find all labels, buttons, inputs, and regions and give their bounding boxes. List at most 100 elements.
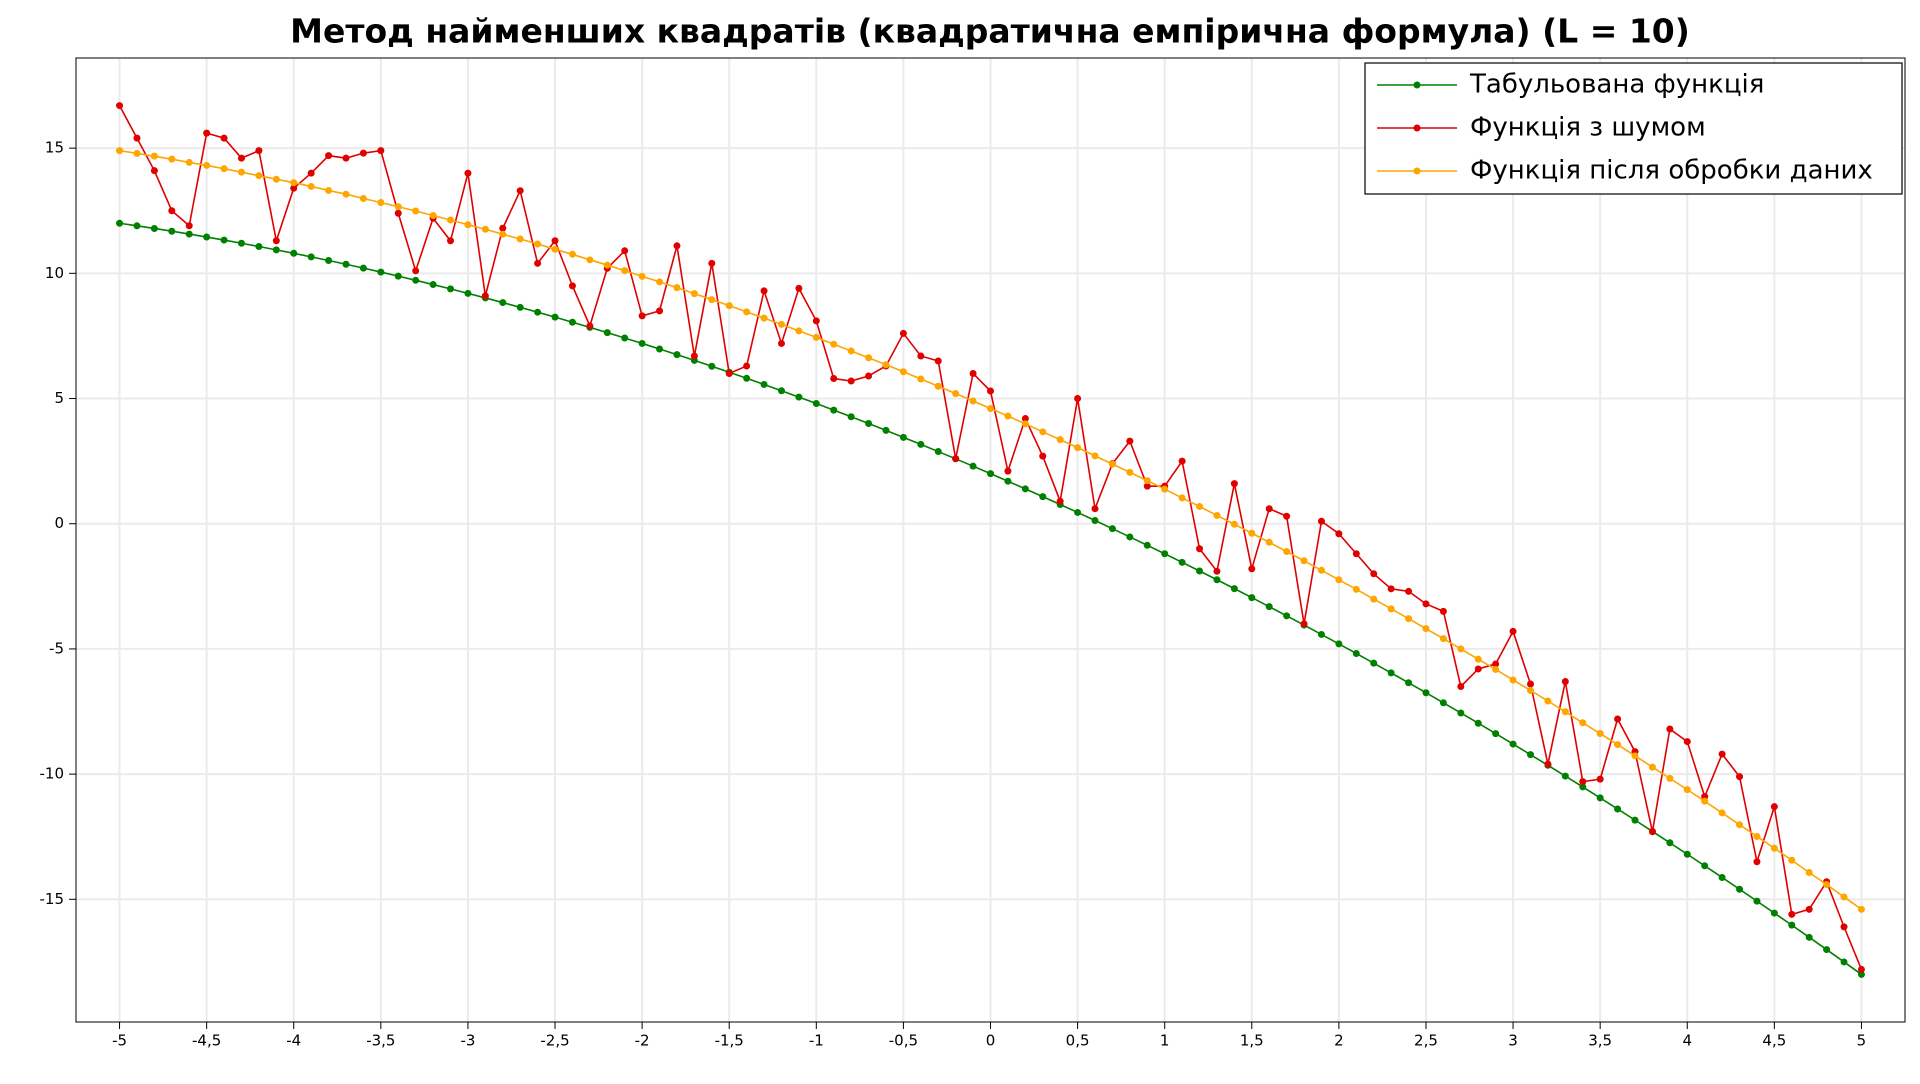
data-point — [1648, 828, 1656, 836]
data-point — [917, 352, 925, 360]
data-point — [1683, 850, 1691, 858]
data-point — [1196, 567, 1204, 575]
data-point — [1857, 970, 1865, 978]
data-point — [534, 308, 542, 316]
data-point — [1648, 763, 1656, 771]
data-point — [1596, 730, 1604, 738]
data-point — [1492, 660, 1500, 668]
data-point — [760, 380, 768, 388]
data-point — [307, 169, 315, 177]
data-point — [516, 187, 524, 195]
data-point — [1492, 730, 1500, 738]
data-point — [708, 296, 716, 304]
data-point — [1387, 585, 1395, 593]
data-point — [1370, 595, 1378, 603]
data-point — [1108, 525, 1116, 533]
data-point — [237, 239, 245, 247]
data-point — [1370, 659, 1378, 667]
data-point — [1526, 686, 1534, 694]
data-point — [255, 172, 263, 180]
x-tick-label: -0,5 — [889, 1032, 918, 1050]
data-point — [795, 284, 803, 292]
data-point — [1213, 511, 1221, 519]
data-point — [899, 329, 907, 337]
data-point — [882, 426, 890, 434]
x-tick-label: 2,5 — [1414, 1032, 1438, 1050]
data-point — [551, 245, 559, 253]
data-point — [969, 462, 977, 470]
data-point — [481, 292, 489, 300]
data-point — [150, 224, 158, 232]
y-tick-label: 5 — [54, 389, 64, 407]
data-point — [1143, 482, 1151, 490]
data-point — [1753, 897, 1761, 905]
data-point — [882, 361, 890, 369]
data-point — [812, 400, 820, 408]
data-point — [1143, 477, 1151, 485]
x-tick-label: -5 — [112, 1032, 127, 1050]
data-point — [116, 147, 124, 155]
data-point — [116, 219, 124, 227]
data-point — [899, 368, 907, 376]
data-point — [1614, 715, 1622, 723]
data-point — [342, 190, 350, 198]
data-point — [447, 237, 455, 245]
data-point — [359, 149, 367, 157]
data-point — [952, 390, 960, 398]
data-point — [1422, 625, 1430, 633]
data-point — [150, 152, 158, 160]
data-point — [656, 307, 664, 315]
data-point — [1683, 738, 1691, 746]
data-point — [255, 242, 263, 250]
data-point — [1004, 412, 1012, 420]
data-point — [1352, 585, 1360, 593]
data-point — [621, 334, 629, 342]
data-point — [1335, 530, 1343, 538]
data-point — [1770, 803, 1778, 811]
data-point — [1805, 869, 1813, 877]
data-point — [1439, 635, 1447, 643]
data-point — [1335, 576, 1343, 584]
data-point — [1753, 832, 1761, 840]
data-point — [203, 161, 211, 169]
y-tick-label: 0 — [54, 514, 64, 532]
data-point — [133, 222, 141, 230]
data-point — [1596, 775, 1604, 783]
data-point — [1074, 444, 1082, 452]
data-point — [830, 374, 838, 382]
data-point — [1178, 558, 1186, 566]
data-point — [1196, 502, 1204, 510]
y-tick-label: -5 — [49, 639, 64, 657]
data-point — [394, 209, 402, 217]
data-point — [1561, 708, 1569, 716]
data-point — [1492, 665, 1500, 673]
data-point — [1788, 910, 1796, 918]
data-point — [1474, 665, 1482, 673]
data-point — [429, 281, 437, 289]
data-point — [1509, 740, 1517, 748]
data-point — [481, 225, 489, 233]
x-tick-label: 4 — [1682, 1032, 1692, 1050]
x-tick-label: 3 — [1508, 1032, 1518, 1050]
data-point — [1457, 645, 1465, 653]
data-point — [673, 284, 681, 292]
data-point — [1857, 965, 1865, 973]
data-point — [987, 387, 994, 395]
data-point — [1666, 774, 1674, 782]
data-point — [1265, 538, 1273, 546]
data-point — [1387, 605, 1395, 613]
x-tick-label: -1 — [809, 1032, 824, 1050]
data-point — [1352, 550, 1360, 558]
data-point — [325, 257, 333, 265]
data-point — [116, 102, 124, 110]
legend-marker — [1413, 124, 1421, 132]
data-point — [168, 155, 176, 163]
x-tick-label: 2 — [1334, 1032, 1344, 1050]
data-point — [1213, 576, 1221, 584]
data-point — [185, 230, 193, 238]
data-point — [516, 235, 524, 243]
y-tick-label: 10 — [45, 264, 64, 282]
data-point — [1805, 933, 1813, 941]
data-point — [1788, 921, 1796, 929]
